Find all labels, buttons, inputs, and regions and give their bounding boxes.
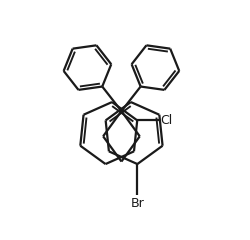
Text: Br: Br [130,197,144,210]
Text: Cl: Cl [160,114,172,127]
